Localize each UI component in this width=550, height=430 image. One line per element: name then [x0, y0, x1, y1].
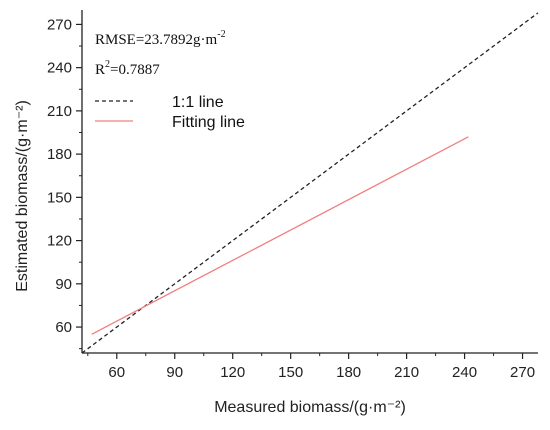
- x-tick-label: 90: [166, 364, 183, 381]
- legend-label-1-1-line: 1:1 line: [172, 94, 224, 111]
- x-axis-ticks: 60 90 120 150 180 210 240 270: [87, 353, 535, 381]
- y-tick-label: 60: [55, 319, 72, 336]
- y-tick-label: 150: [47, 189, 72, 206]
- x-axis-title: Measured biomass/(g·m⁻²): [214, 399, 406, 416]
- y-tick-label: 180: [47, 146, 72, 163]
- rmse-annotation: RMSE=23.7892g·m-2: [95, 29, 226, 48]
- y-axis-title: Estimated biomass/(g·m⁻²): [14, 100, 31, 292]
- x-tick-label: 270: [510, 364, 535, 381]
- x-tick-label: 210: [394, 364, 419, 381]
- x-tick-label: 150: [278, 364, 303, 381]
- x-tick-label: 240: [452, 364, 477, 381]
- y-tick-label: 270: [47, 16, 72, 33]
- x-tick-label: 180: [336, 364, 361, 381]
- plot-series: [81, 12, 539, 354]
- legend: 1:1 line Fitting line: [95, 94, 245, 131]
- y-tick-label: 90: [55, 276, 72, 293]
- series-fitting-line: [91, 136, 469, 335]
- y-axis-ticks: 60 90 120 150 180 210 240 270: [47, 16, 82, 350]
- x-tick-label: 120: [220, 364, 245, 381]
- y-tick-label: 120: [47, 233, 72, 250]
- x-tick-label: 60: [108, 364, 125, 381]
- legend-label-fitting-line: Fitting line: [172, 114, 245, 131]
- series-1-1-line: [81, 12, 539, 354]
- y-tick-label: 210: [47, 103, 72, 120]
- y-tick-label: 240: [47, 60, 72, 77]
- r2-annotation: R2=0.7887: [95, 59, 160, 78]
